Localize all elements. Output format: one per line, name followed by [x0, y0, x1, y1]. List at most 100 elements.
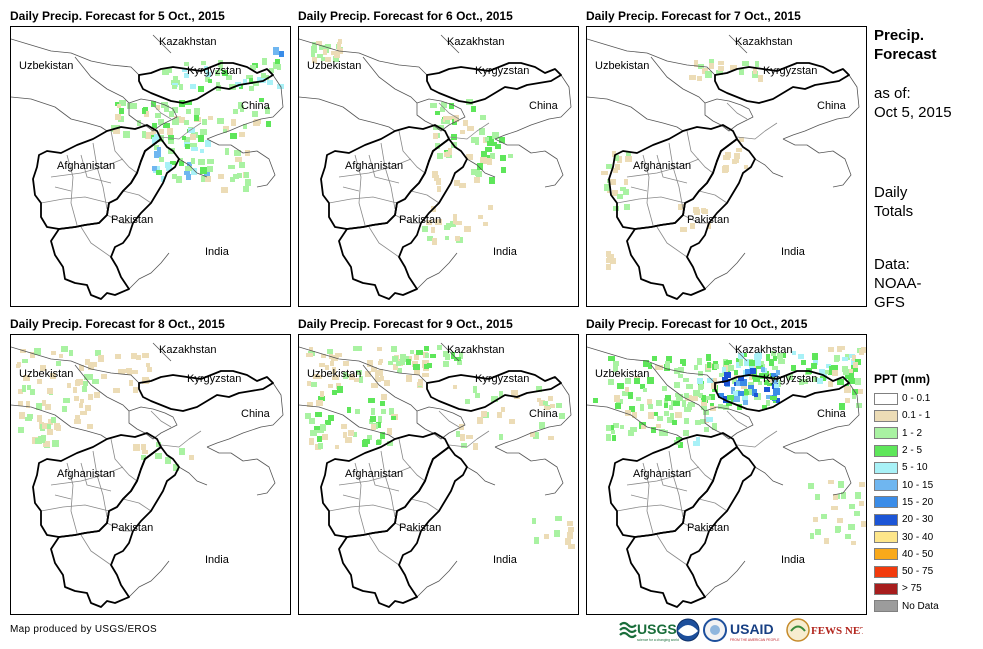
precip-cell — [473, 386, 477, 393]
precip-cell — [684, 393, 689, 398]
province-boundary — [394, 522, 421, 532]
precip-cell — [381, 394, 387, 400]
precip-cell — [406, 375, 412, 382]
precip-cell — [179, 117, 185, 123]
precip-cell — [718, 404, 723, 409]
precip-cell — [182, 136, 186, 140]
precip-cell — [440, 107, 445, 112]
map-label-kyrgyzstan: Kyrgyzstan — [187, 373, 241, 385]
precip-cell — [641, 425, 646, 429]
kyrgyzstan-boundary — [138, 370, 274, 412]
precip-cell — [666, 356, 672, 363]
precip-cell — [559, 413, 565, 419]
precip-cell — [184, 62, 189, 66]
precip-cell — [608, 356, 615, 361]
sidebar-title-line1: Precip. — [874, 27, 925, 44]
country-boundary — [466, 158, 496, 178]
legend-swatch — [874, 409, 898, 422]
precip-cell — [726, 402, 732, 406]
precip-cell — [736, 148, 742, 152]
precip-cell — [87, 374, 93, 380]
map-label-india: India — [493, 246, 518, 258]
precip-cell — [771, 373, 778, 377]
precip-cell — [142, 353, 149, 358]
precip-cell — [829, 366, 833, 370]
noaa-logo — [676, 618, 700, 642]
precip-cell — [769, 359, 774, 366]
precip-cell — [376, 422, 381, 428]
precip-cell — [617, 383, 624, 389]
precip-cell — [443, 361, 449, 367]
precip-cells — [311, 39, 513, 245]
precip-cell — [845, 534, 851, 539]
precip-cell — [117, 104, 121, 108]
precip-cell — [318, 396, 325, 401]
precip-cell — [849, 504, 855, 509]
precip-cell — [480, 157, 487, 164]
precip-cell — [262, 58, 267, 65]
precip-cell — [250, 65, 256, 70]
precip-cell — [749, 390, 754, 395]
precip-cell — [613, 361, 619, 366]
precip-cell — [533, 432, 539, 439]
precip-cell — [267, 80, 273, 85]
precip-cell — [343, 372, 348, 379]
country-boundary — [206, 138, 276, 188]
precip-cell — [762, 405, 767, 410]
precip-cell — [568, 544, 575, 549]
province-boundary — [106, 522, 133, 532]
map-credit: Map produced by USGS/EROS — [10, 624, 158, 635]
precip-cell — [309, 418, 315, 424]
precip-cell — [317, 375, 322, 379]
map-label-kazakhstan: Kazakhstan — [159, 344, 216, 356]
precip-cell — [244, 172, 249, 178]
precip-cell — [144, 111, 149, 117]
precip-cell — [358, 370, 362, 375]
legend-label: 1 - 2 — [902, 427, 923, 439]
precip-cell — [544, 534, 549, 539]
precip-cell — [473, 443, 478, 450]
precip-cell — [771, 351, 776, 356]
precip-cell — [332, 375, 337, 380]
precip-cell — [693, 207, 699, 213]
precip-cell — [718, 61, 724, 65]
precip-cell — [84, 374, 89, 380]
precip-cell — [459, 352, 463, 359]
province-boundary — [106, 214, 133, 224]
precip-cell — [719, 373, 723, 377]
precip-cell — [85, 405, 91, 411]
precip-cell — [664, 401, 668, 408]
precip-cell — [30, 352, 35, 358]
province-boundary — [110, 438, 138, 482]
precip-cell — [722, 166, 728, 173]
country-boundary — [704, 560, 746, 598]
precip-cell — [487, 141, 493, 146]
map-label-uzbekistan: Uzbekistan — [19, 368, 73, 380]
precip-cell — [772, 366, 778, 370]
country-boundary — [152, 34, 172, 54]
precip-cell — [509, 419, 515, 424]
map-label-uzbekistan: Uzbekistan — [19, 60, 73, 72]
precip-cell — [614, 155, 619, 161]
precip-cell — [543, 401, 548, 405]
map-label-pakistan: Pakistan — [687, 214, 729, 226]
precip-cell — [190, 84, 196, 89]
province-boundary — [398, 130, 426, 174]
sidebar-data-line1: Data: — [874, 256, 910, 273]
precip-cell — [636, 397, 641, 401]
precip-cell — [233, 109, 238, 114]
precip-cell — [337, 42, 341, 49]
precip-cell — [430, 103, 437, 108]
precip-cell — [699, 384, 704, 389]
precip-cell — [670, 413, 674, 419]
precip-cell — [712, 423, 717, 430]
precip-cell — [151, 128, 156, 135]
precip-cell — [17, 362, 21, 367]
precip-cell — [770, 396, 777, 400]
panel-title: Daily Precip. Forecast for 5 Oct., 2015 — [10, 9, 225, 23]
precip-cell — [389, 408, 394, 415]
precip-cell — [838, 481, 844, 488]
precip-cell — [191, 147, 198, 151]
province-boundary — [448, 122, 490, 140]
precip-cell — [371, 408, 375, 415]
